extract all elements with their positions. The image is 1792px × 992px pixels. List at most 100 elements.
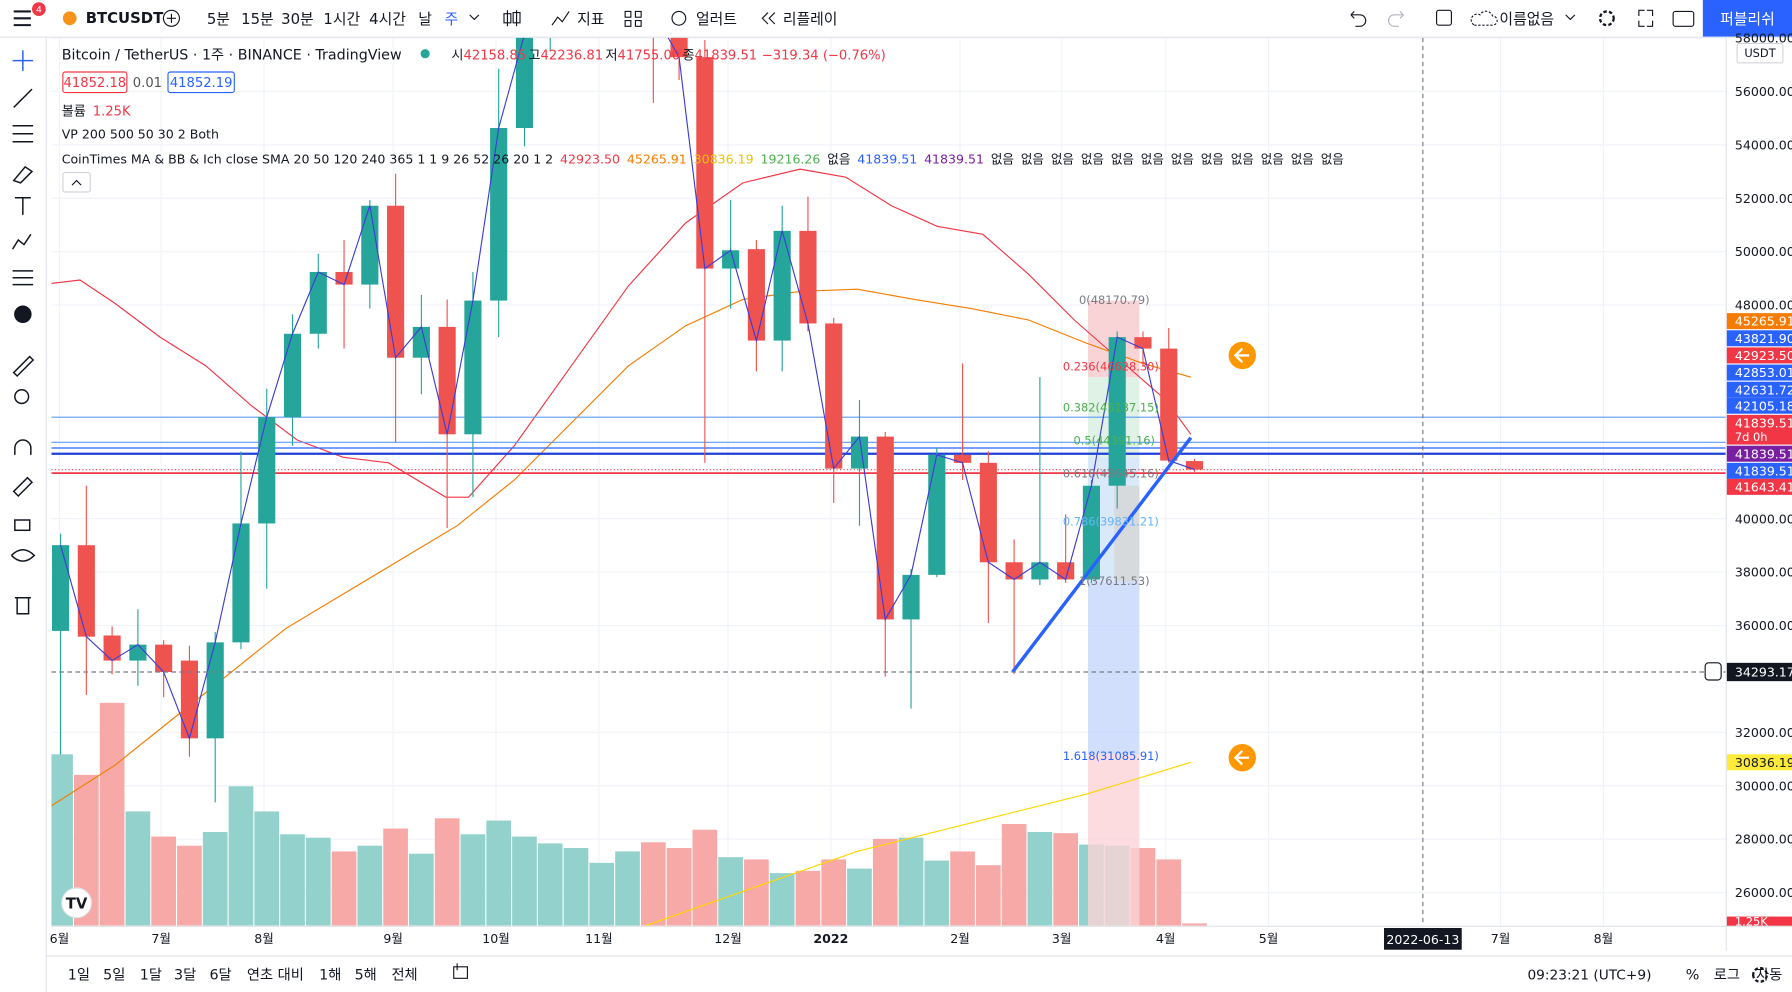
time-label: 7월 [151,931,171,946]
replay-button[interactable]: 리플레이 [783,10,838,28]
range-button[interactable]: 전체 [391,966,417,983]
crosshair-tool[interactable] [12,50,34,71]
brush-tool[interactable] [12,165,34,184]
range-button[interactable]: 5일 [103,966,125,983]
lock-draw-tool[interactable] [12,476,34,498]
volume-marker [1726,916,1792,926]
time-label: 5월 [1259,931,1279,946]
collapse-legend[interactable] [62,172,91,193]
redo-button[interactable] [1388,11,1404,27]
volume-bar [280,834,305,926]
pattern-tool[interactable] [11,233,32,250]
axis-settings[interactable] [1752,966,1769,983]
price-marker-label: 43821.90 [1735,331,1792,346]
layout-button[interactable] [1436,9,1452,26]
fib-tool[interactable] [12,124,34,143]
undo-button[interactable] [1350,11,1367,27]
trendline-tool[interactable] [13,88,33,108]
btc-icon [62,11,77,26]
price-tick-label: 36000.00 [1735,618,1792,633]
menu-button[interactable] [13,10,31,27]
chart-type-button[interactable] [503,10,521,27]
range-button[interactable]: 5해 [355,966,377,983]
price-marker [1726,397,1792,414]
compare-button[interactable] [162,9,180,27]
interval-button[interactable]: 15분 [241,10,274,28]
time-label: 6월 [50,931,70,946]
ma-value: 없음 [1081,151,1104,166]
snapshot-button[interactable] [1672,10,1695,27]
interval-button[interactable]: 주 [445,10,459,28]
currency[interactable]: USDT [1744,46,1775,60]
currency-box[interactable] [1736,42,1784,64]
icons-tool[interactable] [14,305,32,324]
candle-body [1185,461,1204,470]
interval-button[interactable]: 30분 [281,10,314,28]
candle-body [902,574,920,620]
crosshair-plus[interactable] [1704,662,1722,681]
drawing-tools[interactable] [10,10,36,615]
ohlc-change: −319.34 (−0.76%) [762,48,886,63]
layout-name[interactable]: 이름없음 [1499,10,1554,28]
fullscreen-button[interactable] [1638,9,1654,27]
notification-badge [32,2,46,17]
candle-body [77,545,95,637]
candle-body [387,205,405,358]
range-button[interactable]: 1해 [319,966,341,983]
interval-button[interactable]: 5분 [207,10,230,28]
interval-button[interactable]: 날 [418,10,432,28]
ma-value: 없음 [1231,151,1254,166]
publish-button[interactable]: 퍼블리쉬 [1720,10,1775,28]
delete-tool[interactable] [14,596,31,615]
visibility-tool[interactable] [10,548,36,562]
range-button[interactable]: 3달 [174,966,196,983]
volume-bar [666,848,692,926]
ohlc-label: 저 [605,47,617,63]
text-tool[interactable] [14,196,31,215]
range-button[interactable]: 1일 [68,966,90,983]
magnet-tool[interactable] [14,439,32,455]
candle-body [825,323,843,469]
range-button[interactable]: 6달 [209,966,231,983]
trend-line[interactable] [1011,436,1193,674]
interval-menu[interactable] [469,14,480,21]
date-range-button[interactable] [453,963,468,979]
zoom-tool[interactable] [14,388,30,405]
templates-button[interactable] [624,10,642,27]
crosshair-time-label: 2022-06-13 [1386,932,1459,947]
volume-bar [125,811,151,926]
candle-body [103,635,121,661]
range-button[interactable]: 연초 대비 [247,966,304,983]
ma-marker [1726,754,1792,771]
log-button[interactable]: 로그 [1714,967,1740,983]
percent-button[interactable]: % [1686,967,1700,983]
candle-body [258,417,276,524]
interval-button[interactable]: 4시간 [369,10,406,28]
price-marker-label: 41839.51 [1735,463,1792,478]
indicators-button[interactable]: 지표 [577,10,604,28]
lock-tool[interactable] [14,519,31,532]
price-tick-label: 58000.00 [1735,31,1792,46]
range-button[interactable]: 1달 [140,966,162,983]
price-marker-label: 41839.51 [1735,446,1792,461]
price-axis: 58000.00 56000.00 54000.00 52000.00 50000.00… [1704,31,1792,929]
layout-menu[interactable] [1565,14,1576,21]
symbol[interactable]: BTCUSDT [86,9,164,27]
time-label: 3월 [1052,931,1072,946]
price-tick-label: 30000.00 [1735,778,1792,793]
orange-arrows[interactable] [1228,341,1256,772]
ma-value: 41839.51 [924,151,984,166]
volume-bar [1053,833,1078,926]
volume-bar [615,851,640,926]
time-label: 8월 [1594,931,1614,946]
fib-label: 1.618(31085.91) [1063,749,1159,763]
publish-bg[interactable] [1702,0,1792,37]
ruler-tool[interactable] [12,355,35,378]
time-label: 8월 [254,931,274,946]
settings-button[interactable] [1598,10,1615,27]
alert-button[interactable]: 얼러트 [696,10,737,28]
prediction-tool[interactable] [12,270,34,286]
auto-button[interactable]: 자동 [1756,966,1782,983]
sma-120 [645,761,1192,926]
interval-button[interactable]: 1시간 [323,10,360,28]
